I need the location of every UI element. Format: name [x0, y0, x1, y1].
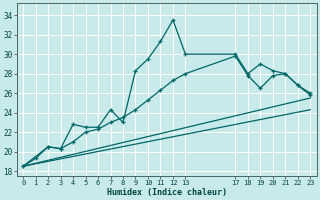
X-axis label: Humidex (Indice chaleur): Humidex (Indice chaleur) — [107, 188, 227, 197]
